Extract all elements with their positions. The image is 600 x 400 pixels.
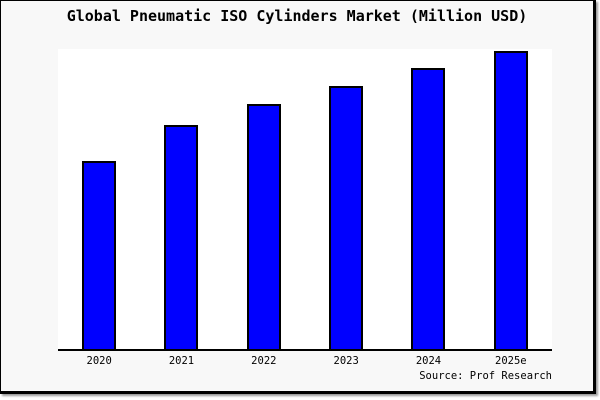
x-tick-label-2020: 2020 — [86, 355, 112, 367]
bar-slot-2020 — [58, 49, 140, 349]
bar-2020 — [82, 160, 117, 349]
plot-area — [58, 49, 552, 351]
x-tick-label-2022: 2022 — [251, 355, 277, 367]
x-tick-label-2021: 2021 — [168, 355, 195, 367]
x-tick-label-2023: 2023 — [333, 355, 359, 367]
chart-title: Global Pneumatic ISO Cylinders Market (M… — [66, 7, 528, 25]
bar-2024 — [411, 68, 446, 349]
bar-2025e — [493, 50, 528, 349]
chart-frame: Global Pneumatic ISO Cylinders Market (M… — [0, 0, 596, 394]
bar-slot-2021 — [140, 49, 222, 349]
source-note: Source: Prof Research — [419, 370, 552, 382]
bar-slot-2025e — [470, 49, 552, 349]
x-tick-label-2024: 2024 — [415, 355, 442, 367]
x-axis-tick-labels: 2020 2021 2022 2023 2024 2025e — [58, 355, 552, 368]
bar-2021 — [164, 125, 199, 349]
bar-slot-2024 — [387, 49, 469, 349]
bar-2022 — [246, 104, 281, 349]
bar-slot-2022 — [223, 49, 305, 349]
bar-2023 — [329, 86, 364, 349]
bar-slot-2023 — [305, 49, 387, 349]
x-tick-label-2025e: 2025e — [495, 355, 527, 367]
